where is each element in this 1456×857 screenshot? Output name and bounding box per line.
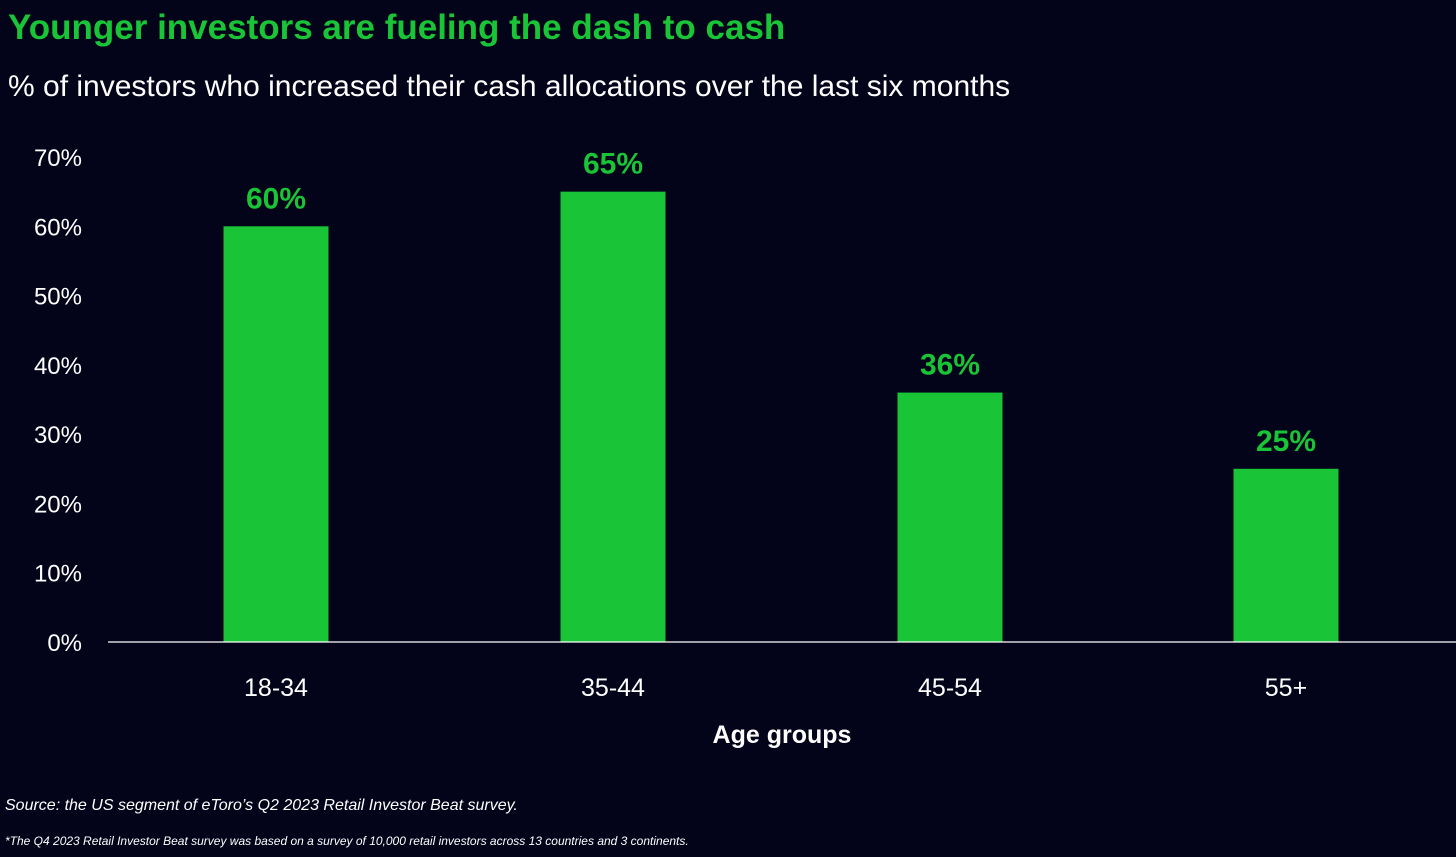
bar-group <box>223 191 1339 643</box>
y-tick-label: 40% <box>34 353 82 380</box>
chart-title: Younger investors are fueling the dash t… <box>8 8 786 47</box>
y-axis-tick-labels: 0% 10% 20% 30% 40% 50% 60% 70% <box>34 145 82 657</box>
bar-value-label: 36% <box>920 349 980 382</box>
bar-chart: 0% 10% 20% 30% 40% 50% 60% 70% 60% 65% 36% 25% 18-… <box>34 145 1456 749</box>
chart-subtitle: % of investors who increased their cash … <box>8 70 1011 103</box>
x-tick-label: 45-54 <box>918 674 982 702</box>
y-tick-label: 70% <box>34 145 82 172</box>
bar <box>897 392 1003 642</box>
bar-value-label: 65% <box>583 148 643 181</box>
footnote: *The Q4 2023 Retail Investor Beat survey… <box>5 834 689 848</box>
y-tick-label: 30% <box>34 422 82 449</box>
bar <box>223 226 329 643</box>
data-label-group: 60% 65% 36% 25% <box>246 148 1316 458</box>
y-tick-label: 60% <box>34 214 82 241</box>
y-tick-label: 50% <box>34 284 82 311</box>
x-tick-label: 18-34 <box>244 674 308 702</box>
x-tick-label: 35-44 <box>581 674 645 702</box>
y-tick-label: 0% <box>47 630 82 657</box>
bar <box>1233 468 1339 642</box>
bar-value-label: 60% <box>246 182 306 215</box>
x-tick-label: 55+ <box>1265 674 1307 702</box>
source-note: Source: the US segment of eToro’s Q2 202… <box>5 797 518 814</box>
x-axis-tick-labels: 18-34 35-44 45-54 55+ <box>244 674 1307 702</box>
y-tick-label: 10% <box>34 561 82 588</box>
x-axis-title: Age groups <box>713 721 852 749</box>
bar <box>560 191 666 642</box>
bar-value-label: 25% <box>1256 425 1316 458</box>
y-tick-label: 20% <box>34 491 82 518</box>
